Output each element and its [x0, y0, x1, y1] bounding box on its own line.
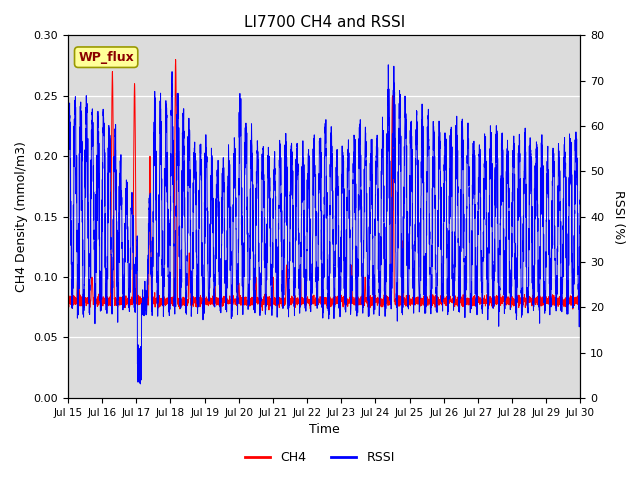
- CH4: [439, 299, 447, 305]
- RSSI: [136, 381, 144, 387]
- CH4: [305, 301, 313, 307]
- Text: WP_flux: WP_flux: [78, 51, 134, 64]
- Line: CH4: CH4: [68, 60, 580, 311]
- CH4: [468, 296, 476, 302]
- Y-axis label: CH4 Density (mmol/m3): CH4 Density (mmol/m3): [15, 141, 28, 292]
- RSSI: [64, 240, 72, 245]
- RSSI: [411, 258, 419, 264]
- RSSI: [468, 262, 476, 267]
- CH4: [411, 300, 419, 306]
- CH4: [259, 308, 266, 313]
- Title: LI7700 CH4 and RSSI: LI7700 CH4 and RSSI: [244, 15, 404, 30]
- CH4: [64, 301, 72, 307]
- CH4: [156, 302, 164, 308]
- Line: RSSI: RSSI: [68, 65, 580, 384]
- RSSI: [305, 176, 313, 181]
- RSSI: [577, 189, 584, 194]
- Legend: CH4, RSSI: CH4, RSSI: [240, 446, 400, 469]
- CH4: [577, 299, 584, 305]
- RSSI: [576, 223, 584, 229]
- X-axis label: Time: Time: [308, 423, 340, 436]
- CH4: [576, 301, 584, 307]
- RSSI: [385, 62, 392, 68]
- RSSI: [156, 122, 164, 128]
- RSSI: [439, 281, 447, 287]
- CH4: [172, 57, 179, 62]
- Y-axis label: RSSI (%): RSSI (%): [612, 190, 625, 244]
